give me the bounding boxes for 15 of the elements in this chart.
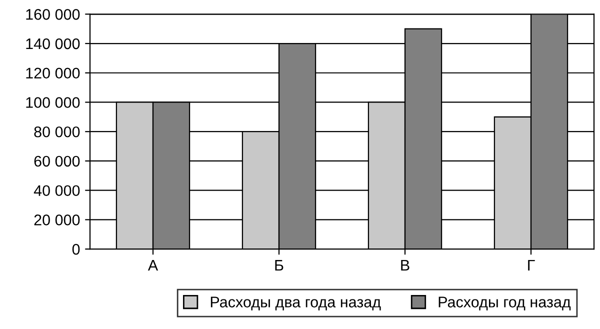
y-tick-label: 160 000 [26, 9, 80, 20]
legend-label: Расходы два года назад [210, 296, 381, 310]
y-tick-label: 40 000 [34, 185, 80, 196]
x-tick-label: В [401, 260, 410, 271]
y-tick-label: 0 [72, 244, 80, 255]
y-tick-label: 140 000 [26, 38, 80, 50]
y-tick-label: 120 000 [26, 68, 80, 79]
y-tick-label: 100 000 [26, 97, 80, 108]
y-tick-label: 80 000 [34, 126, 80, 138]
y-tick-label: 20 000 [34, 214, 80, 226]
y-tick-label: 60 000 [34, 156, 80, 167]
legend-label: Расходы год назад [438, 296, 571, 310]
x-tick-label: А [148, 260, 158, 271]
x-tick-label: Г [528, 260, 535, 271]
x-tick-label: Б [275, 260, 284, 271]
